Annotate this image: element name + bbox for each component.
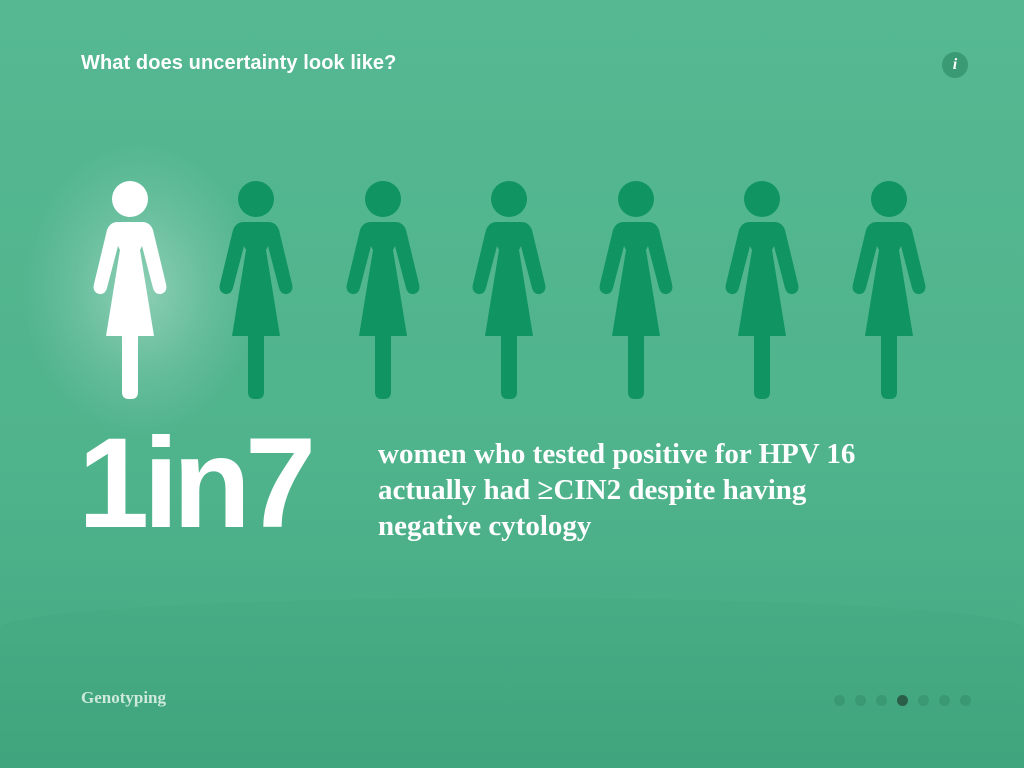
stat-line: actually had ≥CIN2 despite having (378, 474, 807, 506)
page-dot[interactable] (939, 695, 950, 706)
woman-figure-icon (472, 181, 546, 399)
page-dot[interactable] (876, 695, 887, 706)
page-dot[interactable] (960, 695, 971, 706)
stat-line: negative cytology (378, 510, 592, 542)
page-dot[interactable] (855, 695, 866, 706)
woman-figure-icon (599, 181, 673, 399)
woman-figure-icon (852, 181, 926, 399)
page-title: What does uncertainty look like? (81, 52, 397, 74)
big-stat-value: 1in7 (78, 412, 316, 555)
stat-description: women who tested positive for HPV 16 act… (378, 436, 938, 544)
women-figures-row (82, 180, 942, 400)
section-label: Genotyping (81, 688, 167, 707)
stat-line: women who tested positive for HPV 16 (378, 438, 856, 470)
page-dot[interactable] (897, 695, 908, 706)
woman-figure-icon (93, 181, 167, 399)
page-dot[interactable] (834, 695, 845, 706)
info-icon[interactable]: i (942, 52, 968, 78)
page-indicator (834, 695, 971, 706)
woman-figure-icon (219, 181, 293, 399)
woman-figure-icon (346, 181, 420, 399)
woman-figure-icon (725, 181, 799, 399)
bottom-band (0, 598, 1024, 768)
page-dot[interactable] (918, 695, 929, 706)
